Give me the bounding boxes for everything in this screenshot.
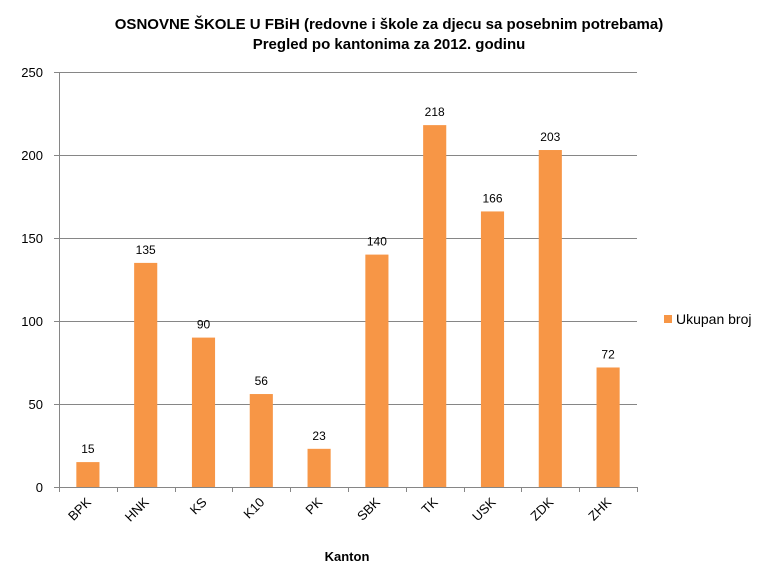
x-tick-label: ZHK <box>585 494 614 523</box>
y-tick-label: 150 <box>21 231 43 246</box>
x-tick-label: USK <box>469 494 499 524</box>
data-label: 166 <box>482 191 502 205</box>
y-tick-label: 0 <box>36 480 43 495</box>
x-tick-label: SBK <box>354 494 383 523</box>
legend-swatch <box>664 315 672 323</box>
x-tick-label: BPK <box>65 494 94 523</box>
y-tick-label: 50 <box>29 397 43 412</box>
bar <box>76 462 100 487</box>
x-tick-label: PK <box>302 494 325 517</box>
data-label: 203 <box>540 130 560 144</box>
x-tick-label: ZDK <box>527 494 556 523</box>
bar <box>191 337 216 487</box>
bar <box>538 150 562 487</box>
y-tick-label: 250 <box>21 65 43 80</box>
legend: Ukupan broj <box>664 311 752 327</box>
data-label: 135 <box>136 243 156 257</box>
bar <box>596 367 620 487</box>
chart-title-line2: Pregled po kantonima za 2012. godinu <box>253 36 526 53</box>
data-label: 140 <box>367 235 387 249</box>
bar <box>134 262 158 487</box>
y-tick-label: 100 <box>21 314 43 329</box>
bar <box>249 394 273 487</box>
x-tick-label: K10 <box>240 495 267 522</box>
data-label: 15 <box>81 442 95 456</box>
data-label: 23 <box>312 429 326 443</box>
bars: 15 135 90 56 23 140 218 166 203 72 <box>76 105 620 488</box>
data-label: 72 <box>601 347 615 361</box>
x-tick-label: HNK <box>122 494 152 524</box>
chart-title-line1: OSNOVNE ŠKOLE U FBiH (redovne i škole za… <box>115 15 663 33</box>
bar <box>423 125 447 488</box>
bar <box>365 254 389 487</box>
x-axis-title: Kanton <box>325 549 370 564</box>
bar <box>307 448 331 487</box>
x-tick-label: KS <box>187 494 210 517</box>
x-tick-label: TK <box>418 494 441 517</box>
legend-label: Ukupan broj <box>676 311 752 327</box>
bar <box>480 211 505 487</box>
y-tick-label: 200 <box>21 148 43 163</box>
data-label: 90 <box>197 318 211 332</box>
data-label: 218 <box>425 105 445 119</box>
data-label: 56 <box>255 374 269 388</box>
